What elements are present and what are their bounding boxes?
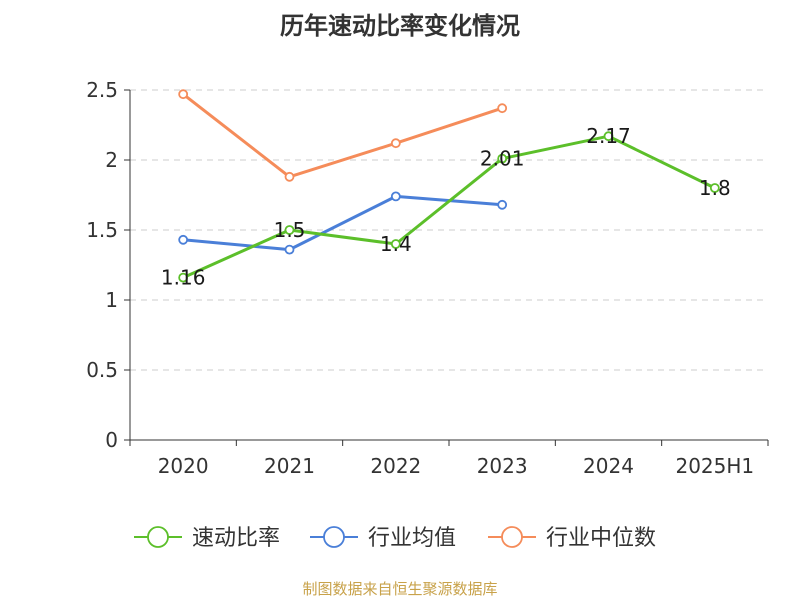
data-label: 1.5 — [274, 218, 306, 242]
source-note: 制图数据来自恒生聚源数据库 — [302, 580, 498, 598]
x-tick-label: 2020 — [158, 454, 209, 478]
data-point — [390, 191, 401, 202]
y-tick-label: 1 — [105, 288, 118, 312]
data-point — [284, 244, 295, 255]
legend-item: 速动比率 — [134, 526, 280, 551]
data-point — [390, 239, 401, 249]
x-tick-label: 2021 — [264, 454, 315, 478]
data-point — [709, 183, 720, 193]
x-tick-label: 2025H1 — [675, 454, 754, 478]
data-point — [178, 234, 189, 245]
data-point — [284, 171, 295, 182]
data-point — [178, 89, 189, 100]
x-tick-label: 2022 — [370, 454, 421, 478]
y-tick-label: 2 — [105, 148, 118, 172]
data-point — [497, 199, 508, 210]
data-point — [603, 131, 614, 142]
series-line-2 — [182, 93, 503, 179]
data-point — [497, 103, 508, 114]
series-line-0 — [182, 134, 716, 279]
y-tick-label: 0.5 — [86, 358, 118, 382]
x-tick-label: 2024 — [583, 454, 634, 478]
legend-item: 行业均值 — [310, 526, 456, 551]
data-label: 2.17 — [586, 124, 631, 148]
legend-label: 行业均值 — [368, 526, 456, 551]
y-tick-label: 0 — [105, 428, 118, 452]
series-line-1 — [183, 194, 503, 252]
y-tick-label: 1.5 — [86, 218, 118, 242]
y-tick-label: 2.5 — [86, 78, 118, 102]
legend-item: 行业中位数 — [488, 526, 656, 551]
data-point — [390, 138, 401, 149]
data-point — [284, 225, 295, 235]
legend-label: 行业中位数 — [546, 526, 656, 551]
legend-label: 速动比率 — [192, 526, 280, 551]
data-label: 2.01 — [480, 147, 525, 171]
data-point — [497, 153, 508, 164]
data-point — [178, 272, 189, 283]
data-label: 1.16 — [161, 266, 206, 290]
legend-marker — [501, 526, 523, 548]
legend-marker — [147, 526, 169, 548]
chart-title: 历年速动比率变化情况 — [280, 12, 520, 40]
data-label: 1.4 — [380, 232, 412, 256]
x-tick-label: 2023 — [477, 454, 528, 478]
data-label: 1.8 — [699, 176, 731, 200]
legend-marker — [323, 526, 345, 548]
